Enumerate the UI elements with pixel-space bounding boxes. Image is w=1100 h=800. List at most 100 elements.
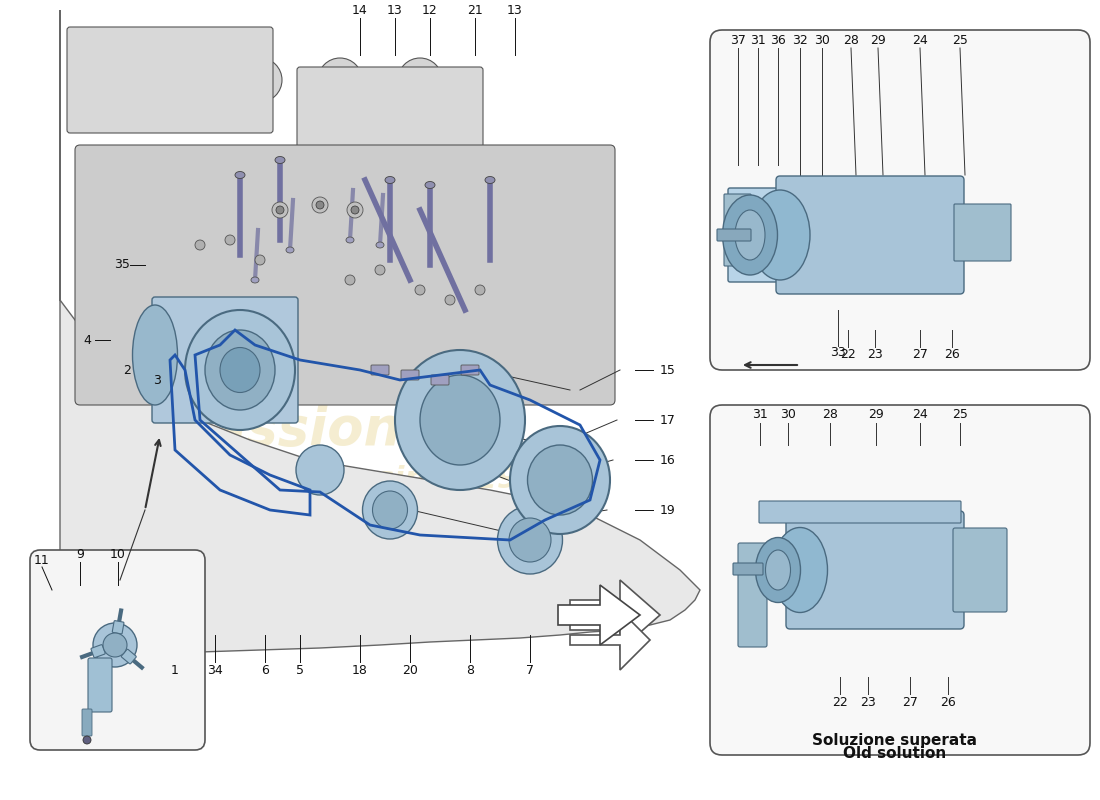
Text: 4: 4 (84, 334, 91, 346)
Text: 21: 21 (468, 3, 483, 17)
Text: 18: 18 (352, 663, 367, 677)
Text: 26: 26 (944, 349, 960, 362)
Polygon shape (570, 580, 660, 650)
FancyBboxPatch shape (82, 709, 92, 736)
Text: 16: 16 (660, 454, 675, 466)
Text: 23: 23 (867, 349, 883, 362)
Circle shape (351, 206, 359, 214)
Ellipse shape (346, 237, 354, 243)
Text: 10: 10 (110, 549, 125, 562)
Ellipse shape (528, 445, 593, 515)
Text: 29: 29 (868, 409, 884, 422)
Ellipse shape (735, 210, 764, 260)
Ellipse shape (510, 426, 610, 534)
FancyBboxPatch shape (91, 645, 106, 658)
Ellipse shape (185, 310, 295, 430)
Ellipse shape (395, 350, 525, 490)
Ellipse shape (132, 305, 177, 405)
Ellipse shape (485, 177, 495, 183)
Circle shape (103, 633, 127, 657)
Ellipse shape (425, 182, 435, 189)
FancyBboxPatch shape (371, 365, 389, 375)
Circle shape (475, 285, 485, 295)
Text: Soluzione superata: Soluzione superata (813, 733, 978, 747)
Text: 12: 12 (422, 3, 438, 17)
Ellipse shape (286, 247, 294, 253)
Text: motor parts: motor parts (768, 515, 972, 545)
Text: 3: 3 (153, 374, 161, 386)
Circle shape (94, 623, 138, 667)
Ellipse shape (509, 518, 551, 562)
Circle shape (375, 265, 385, 275)
FancyBboxPatch shape (121, 650, 136, 664)
Circle shape (446, 295, 455, 305)
FancyBboxPatch shape (67, 27, 273, 133)
Ellipse shape (373, 491, 407, 529)
Text: elc: elc (119, 322, 280, 418)
Text: 13: 13 (387, 3, 403, 17)
Text: 34: 34 (207, 663, 223, 677)
Circle shape (255, 255, 265, 265)
Text: Old solution: Old solution (844, 746, 947, 761)
Circle shape (398, 58, 442, 102)
Circle shape (195, 240, 205, 250)
Text: 27: 27 (912, 349, 928, 362)
FancyBboxPatch shape (152, 297, 298, 423)
Ellipse shape (497, 506, 562, 574)
Text: 33: 33 (830, 346, 846, 359)
Ellipse shape (376, 242, 384, 248)
Ellipse shape (220, 347, 260, 393)
FancyBboxPatch shape (431, 375, 449, 385)
Text: since 198: since 198 (759, 479, 981, 521)
Text: 5: 5 (296, 663, 304, 677)
FancyBboxPatch shape (30, 550, 205, 750)
FancyBboxPatch shape (461, 365, 478, 375)
Circle shape (238, 58, 282, 102)
Text: 11: 11 (34, 554, 50, 566)
FancyBboxPatch shape (297, 67, 483, 153)
Text: 19: 19 (660, 503, 675, 517)
Text: 6: 6 (261, 663, 268, 677)
Ellipse shape (275, 157, 285, 163)
Text: 14: 14 (352, 3, 367, 17)
FancyBboxPatch shape (717, 229, 751, 241)
FancyBboxPatch shape (786, 511, 964, 629)
Circle shape (312, 197, 328, 213)
Ellipse shape (756, 538, 801, 602)
Polygon shape (570, 610, 650, 670)
Text: 1: 1 (172, 663, 179, 677)
Text: 28: 28 (822, 409, 838, 422)
Text: 23: 23 (860, 695, 876, 709)
FancyBboxPatch shape (728, 188, 792, 282)
Text: 31: 31 (752, 409, 768, 422)
FancyBboxPatch shape (75, 145, 615, 405)
Text: motor parts since 198: motor parts since 198 (161, 466, 539, 494)
Text: 24: 24 (912, 409, 928, 422)
Circle shape (226, 235, 235, 245)
Text: 27: 27 (902, 695, 917, 709)
Text: 30: 30 (814, 34, 829, 46)
Text: 26: 26 (940, 695, 956, 709)
Ellipse shape (385, 177, 395, 183)
FancyBboxPatch shape (733, 563, 763, 575)
Circle shape (415, 285, 425, 295)
Ellipse shape (363, 481, 418, 539)
FancyBboxPatch shape (710, 405, 1090, 755)
Circle shape (158, 58, 202, 102)
Text: 7: 7 (526, 663, 534, 677)
FancyBboxPatch shape (776, 176, 964, 294)
FancyBboxPatch shape (402, 370, 419, 380)
Text: 29: 29 (870, 34, 886, 46)
Text: 20: 20 (403, 663, 418, 677)
Ellipse shape (750, 190, 810, 280)
Text: 22: 22 (840, 349, 856, 362)
Text: 37: 37 (730, 34, 746, 46)
FancyBboxPatch shape (724, 194, 751, 266)
Circle shape (272, 202, 288, 218)
FancyBboxPatch shape (710, 30, 1090, 370)
Ellipse shape (420, 375, 500, 465)
Text: a passion: a passion (119, 404, 402, 456)
Ellipse shape (205, 330, 275, 410)
Text: 25: 25 (953, 34, 968, 46)
Polygon shape (558, 585, 640, 645)
